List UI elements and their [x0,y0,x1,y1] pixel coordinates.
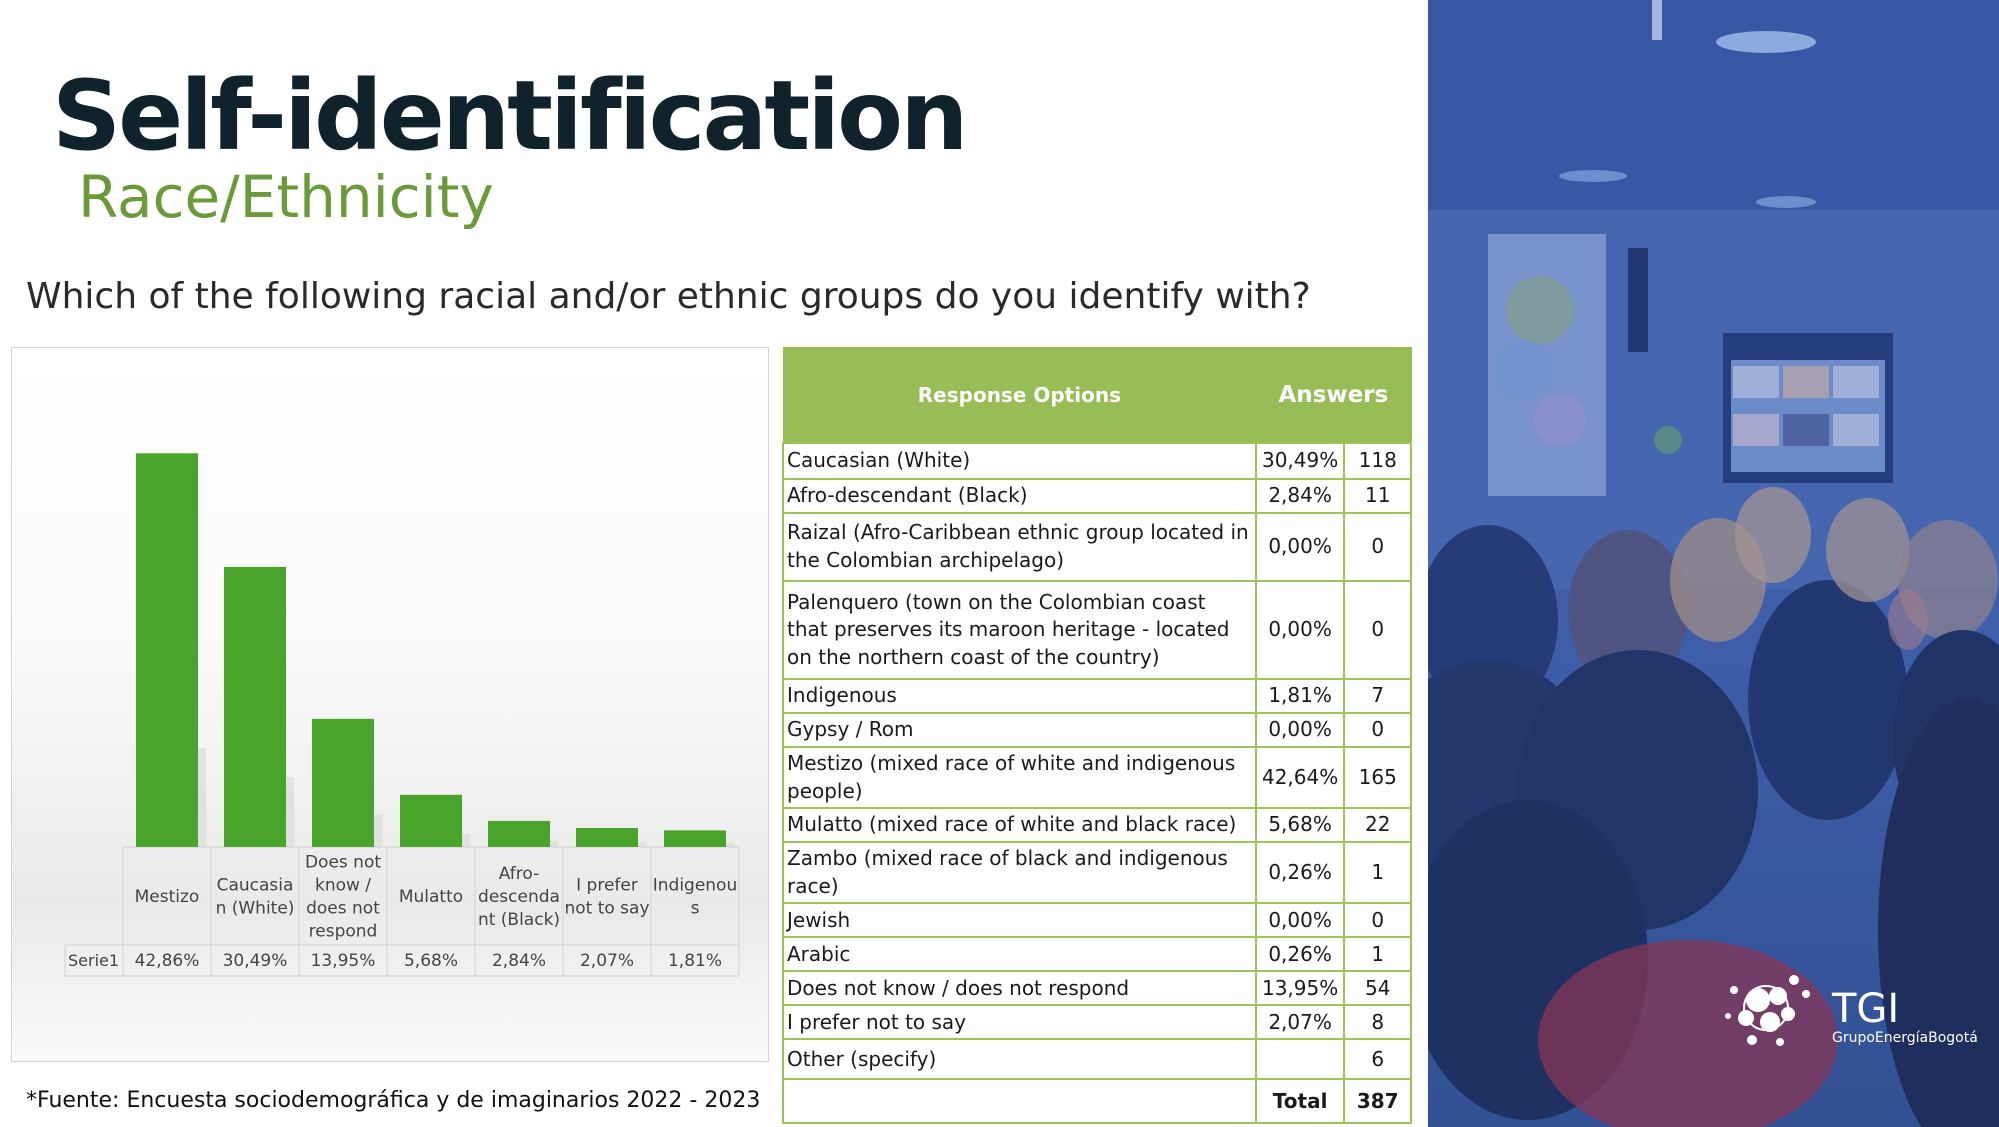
value-label: 1,81% [668,951,722,971]
response-option: Mulatto (mixed race of white and black r… [782,807,1257,844]
total-label: Total [1254,1078,1346,1125]
value-label: 42,86% [135,951,200,971]
response-percent: 0,00% [1254,580,1346,680]
total-empty-cell [782,1078,1257,1125]
header-answers: Answers [1255,347,1412,444]
response-option: I prefer not to say [782,1004,1257,1041]
response-percent: 1,81% [1254,678,1346,714]
response-count: 8 [1343,1004,1412,1041]
table-row: Raizal (Afro-Caribbean ethnic group loca… [782,512,1412,582]
response-count: 11 [1343,478,1412,514]
bar-4 [400,794,462,847]
response-option: Does not know / does not respond [782,970,1257,1007]
response-count: 1 [1343,936,1412,973]
table-row: Mulatto (mixed race of white and black r… [782,807,1412,844]
response-table: Response Options Answers Caucasian (Whit… [782,347,1412,1125]
response-option: Zambo (mixed race of black and indigenou… [782,841,1257,905]
response-count: 0 [1343,512,1412,582]
table-row: Gypsy / Rom 0,00% 0 [782,712,1412,748]
response-count: 165 [1343,745,1412,810]
response-count: 0 [1343,902,1412,939]
photo-illustration [1428,0,1999,1127]
response-percent [1254,1038,1346,1081]
category-label: I prefer not to say [564,876,649,919]
response-count: 22 [1343,807,1412,844]
response-count: 1 [1343,841,1412,905]
table-row: Jewish 0,00% 0 [782,902,1412,939]
slide-title: Self-identification [52,60,968,172]
table-row: Mestizo (mixed race of white and indigen… [782,745,1412,810]
category-label: Caucasia n (White) [216,876,295,919]
response-count: 54 [1343,970,1412,1007]
response-percent: 42,64% [1254,745,1346,810]
response-option: Mestizo (mixed race of white and indigen… [782,745,1257,810]
response-percent: 2,07% [1254,1004,1346,1041]
response-percent: 5,68% [1254,807,1346,844]
bar-chart: Mestizo Caucasia n (White)Does not know / do… [64,453,740,977]
table-body: Caucasian (White) 30,49% 118 Afro-descendan… [782,442,1412,1125]
table-row: Does not know / does not respond 13,95% 54 [782,970,1412,1007]
value-label: 30,49% [223,951,288,971]
table-row: Caucasian (White) 30,49% 118 [782,442,1412,480]
response-percent: 0,00% [1254,712,1346,748]
response-option: Arabic [782,936,1257,973]
response-option: Other (specify) [782,1038,1257,1081]
total-value: 387 [1343,1078,1412,1125]
response-percent: 0,26% [1254,936,1346,973]
category-label: Indigenou s [653,876,738,919]
response-option: Indigenous [782,678,1257,714]
response-option: Raizal (Afro-Caribbean ethnic group loca… [782,512,1257,582]
value-label: 5,68% [404,951,458,971]
value-label: 13,95% [311,951,376,971]
category-label: Afro-descenda nt (Black) [478,864,560,930]
survey-question: Which of the following racial and/or eth… [26,276,1311,317]
response-option: Afro-descendant (Black) [782,478,1257,514]
table-row: Arabic 0,26% 1 [782,936,1412,973]
bar-2 [224,566,286,847]
table-row: I prefer not to say 2,07% 8 [782,1004,1412,1041]
table-row: Afro-descendant (Black) 2,84% 11 [782,478,1412,514]
response-percent: 0,00% [1254,512,1346,582]
response-percent: 0,00% [1254,902,1346,939]
logo-name: TGI [1832,986,1900,1032]
response-option: Caucasian (White) [782,442,1257,480]
bar-5 [488,820,550,847]
response-count: 7 [1343,678,1412,714]
bar-3 [312,718,374,847]
response-count: 6 [1343,1038,1412,1081]
category-label: Does not know / does not respond [305,853,381,942]
source-footnote: *Fuente: Encuesta sociodemográfica y de … [26,1088,761,1113]
response-percent: 13,95% [1254,970,1346,1007]
audience-photo: TGI GrupoEnergíaBogotá [1428,0,1999,1127]
response-percent: 30,49% [1254,442,1346,480]
table-row: Zambo (mixed race of black and indigenou… [782,841,1412,905]
table-row: Palenquero (town on the Colombian coast … [782,580,1412,680]
response-percent: 0,26% [1254,841,1346,905]
bar-6 [576,827,638,847]
table-row: Other (specify) 6 [782,1038,1412,1081]
molecule-dots-icon [1725,975,1810,1046]
header-response-options: Response Options [782,347,1257,444]
value-label: 2,07% [580,951,634,971]
value-label: 2,84% [492,951,546,971]
response-count: 0 [1343,580,1412,680]
tgi-logo: TGI GrupoEnergíaBogotá [1718,960,1978,1060]
total-row: Total 387 [782,1078,1412,1125]
table-header-row: Response Options Answers [782,347,1412,444]
bar-1 [136,453,198,847]
response-option: Jewish [782,902,1257,939]
response-percent: 2,84% [1254,478,1346,514]
series-label: Serie1 [68,951,119,970]
bar-7 [664,830,726,847]
response-option: Gypsy / Rom [782,712,1257,748]
bar-chart-panel: Mestizo Caucasia n (White) Does not know / do… [11,347,769,1062]
category-label: Mestizo [135,887,200,907]
response-count: 118 [1343,442,1412,480]
response-count: 0 [1343,712,1412,748]
logo-sub: GrupoEnergíaBogotá [1832,1030,1978,1046]
slide-subtitle: Race/Ethnicity [78,163,494,231]
category-label: Mulatto [399,887,463,907]
response-option: Palenquero (town on the Colombian coast … [782,580,1257,680]
table-row: Indigenous 1,81% 7 [782,678,1412,714]
